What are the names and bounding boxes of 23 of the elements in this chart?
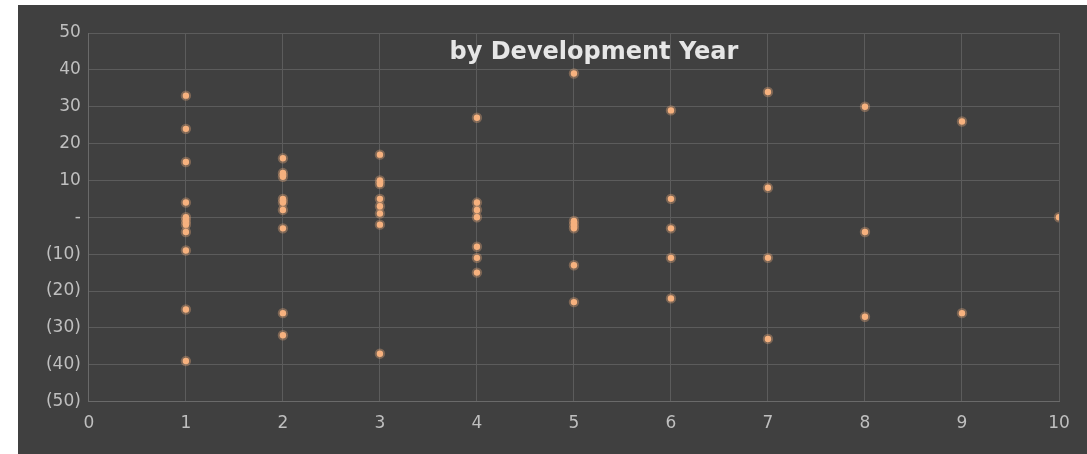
y-tick-label: 40 <box>59 58 81 79</box>
x-tick-label: 7 <box>762 412 774 433</box>
x-tick-label: 0 <box>83 412 95 433</box>
x-tick-label: 5 <box>568 412 580 433</box>
y-tick-label: 30 <box>59 95 81 116</box>
y-tick-label: 20 <box>59 132 81 152</box>
y-tick-label: 50 <box>59 21 81 42</box>
x-tick-label: 9 <box>956 412 968 433</box>
y-tick-label: (40) <box>45 353 81 374</box>
x-tick-label: 2 <box>277 412 289 433</box>
x-tick-label: 10 <box>1048 412 1070 433</box>
x-tick-label: 4 <box>471 412 483 433</box>
x-tick-label: 3 <box>374 412 386 433</box>
y-tick-label: (50) <box>45 390 81 411</box>
y-tick-label: (20) <box>45 279 81 300</box>
y-tick-label: 10 <box>59 168 81 189</box>
y-tick-label: (30) <box>45 316 81 337</box>
chart-title: by Development Year <box>449 37 739 66</box>
y-tick-label: (10) <box>45 242 81 263</box>
x-tick-label: 1 <box>180 412 192 433</box>
y-tick-label: - <box>74 205 81 226</box>
x-tick-label: 8 <box>859 412 871 433</box>
x-tick-label: 6 <box>665 412 677 433</box>
